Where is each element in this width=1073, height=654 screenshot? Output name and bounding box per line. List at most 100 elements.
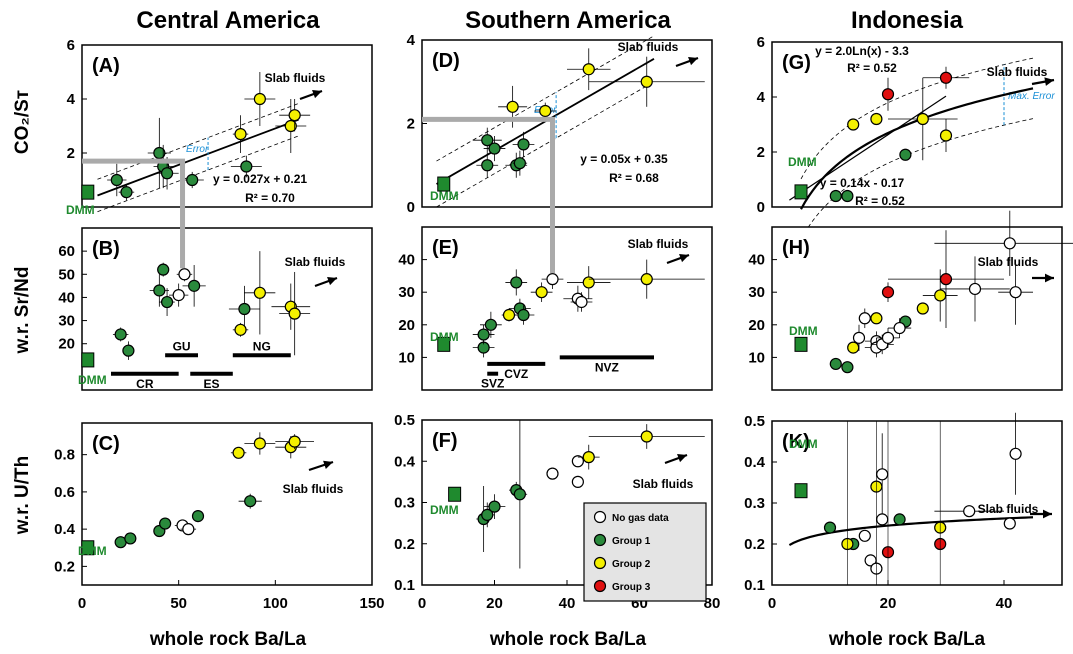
panel-f-dmm-marker xyxy=(448,486,462,502)
panel-c-slab-fluids-label: Slab fluids xyxy=(283,482,344,496)
panel-d-point-group2 xyxy=(506,100,519,113)
panel-a-letter: (A) xyxy=(92,55,120,77)
panel-d-r2: R² = 0.68 xyxy=(609,171,659,185)
panel-g-point-group2 xyxy=(870,112,883,126)
panel-a-error-band xyxy=(97,135,299,213)
panel-e-point-group1 xyxy=(510,276,523,289)
panel-f-slab-fluids-label: Slab fluids xyxy=(633,477,694,491)
panel-g-dmm-marker xyxy=(794,184,808,200)
panel-b-point-nogas xyxy=(172,289,185,302)
panel-h-dmm-label: DMM xyxy=(789,324,818,338)
panel-k: 0.1 0.2 0.3 0.4 0.5 0 20 40 (K) Slab fluids DMM xyxy=(744,412,1063,612)
panel-g-r2: R² = 0.52 xyxy=(847,61,897,75)
panel-a-error-band xyxy=(97,103,299,180)
panel-b-letter: (B) xyxy=(92,238,120,260)
panel-e-region-label: NVZ xyxy=(595,360,619,374)
y-axis-label-sr-nd: w.r. Sr/Nd xyxy=(12,267,33,355)
panel-k-point-nogas xyxy=(1009,447,1022,460)
panel-g-equation-2: y = 0.14x - 0.17 xyxy=(820,176,905,190)
panel-a-point-group1 xyxy=(186,173,199,187)
panel-f-ytick-label: 0.2 xyxy=(394,536,415,553)
legend-label-group-1: Group 1 xyxy=(612,536,651,547)
legend-marker-group-3 xyxy=(593,579,607,593)
panel-b-point-group2 xyxy=(234,323,247,336)
panel-f-point-group1 xyxy=(513,488,526,501)
panel-f-ytick-label: 0.1 xyxy=(394,577,415,594)
panel-e-ytick-label: 20 xyxy=(398,317,415,334)
panel-h-point-group1 xyxy=(841,361,854,374)
panel-a-dmm-marker xyxy=(81,184,95,200)
panel-d-ytick-label: 2 xyxy=(407,116,415,133)
panel-f-xtick-label: 20 xyxy=(486,595,503,612)
panel-b-ytick-label: 20 xyxy=(58,336,75,353)
panel-g-point-group2 xyxy=(939,129,953,142)
panel-f-ytick-label: 0.4 xyxy=(394,453,416,470)
panel-a-slab-fluids-arrow-head xyxy=(312,89,322,99)
panel-a-point-group1 xyxy=(110,173,123,187)
panel-f-point-group2 xyxy=(640,430,653,443)
panel-c-frame xyxy=(81,422,373,586)
panel-h-point-nogas xyxy=(1003,237,1016,250)
panel-a-point-group2 xyxy=(288,109,301,122)
panel-c-ytick-label: 0.2 xyxy=(54,558,75,575)
panel-f-point-nogas xyxy=(571,475,584,488)
panel-b-slab-fluids-label: Slab fluids xyxy=(285,255,346,269)
panel-g-fit-line xyxy=(789,95,947,201)
panel-a-error-label: Error xyxy=(186,144,209,155)
panel-a-point-group1 xyxy=(153,146,166,160)
panel-a-point-group2 xyxy=(253,92,266,106)
panel-c-point-group1 xyxy=(124,532,137,545)
guide-lines xyxy=(82,116,555,274)
legend-label-group-3: Group 3 xyxy=(612,582,651,593)
panel-g-point-group1 xyxy=(899,148,912,161)
panel-e-slab-fluids-label: Slab fluids xyxy=(628,237,689,251)
guide-line-southern xyxy=(422,116,555,274)
panel-g-ytick-label: 6 xyxy=(757,34,765,51)
panel-e-point-nogas xyxy=(575,295,588,309)
panel-e-ytick-label: 30 xyxy=(398,284,415,301)
panel-d-dmm-marker xyxy=(437,176,451,192)
x-axis-label-southern: whole rock Ba/La xyxy=(489,629,647,650)
panel-h-letter: (H) xyxy=(782,237,810,259)
legend-item-no-gas: No gas data xyxy=(593,510,669,524)
panel-d-point-group2 xyxy=(640,75,653,88)
panel-f-letter: (F) xyxy=(432,430,458,452)
y-axis-label-co2: CO₂/Sᴛ xyxy=(12,90,33,154)
panel-h-point-nogas xyxy=(1009,286,1022,299)
panel-d-point-group1 xyxy=(513,157,526,170)
panel-a: 2 4 6 (A) Error Slab fluids DMM y = 0.027x + 0.… xyxy=(66,37,373,217)
panel-k-xtick-label: 40 xyxy=(996,595,1013,612)
panel-h-slab-fluids-arrow-head xyxy=(1044,273,1054,283)
panel-g-point-group1 xyxy=(841,189,854,203)
panel-k-ytick-label: 0.2 xyxy=(744,536,765,553)
panel-h-point-nogas xyxy=(881,331,895,344)
panel-k-ytick-label: 0.1 xyxy=(744,577,765,594)
panel-a-point-group1 xyxy=(160,167,174,180)
panel-e-point-group2 xyxy=(640,273,653,286)
panel-g-error-band xyxy=(800,118,1034,240)
panel-h-dmm-marker xyxy=(794,336,808,352)
panel-c-xtick-label: 100 xyxy=(263,595,288,612)
panel-c-xtick-label: 150 xyxy=(359,595,384,612)
legend: No gas data Group 1 Group 2 Group 3 xyxy=(583,502,707,602)
panel-g-slab-fluids-arrow-head xyxy=(1044,77,1054,86)
panel-e-point-nogas xyxy=(546,273,559,286)
panel-f-xtick-label: 0 xyxy=(418,595,426,612)
panel-c-xtick-label: 0 xyxy=(78,595,86,612)
legend-item-group-3: Group 3 xyxy=(593,579,651,593)
panel-e-dmm-marker xyxy=(437,336,451,352)
panel-d-point-group1 xyxy=(481,134,494,147)
panel-b-region-label: GU xyxy=(173,339,191,353)
panel-f-dmm-label: DMM xyxy=(430,503,459,517)
y-axis-label-u-th: w.r. U/Th xyxy=(12,456,33,535)
panel-c-point-nogas xyxy=(182,523,195,536)
panel-k-ytick-label: 0.4 xyxy=(744,454,766,471)
panel-f-point-group2 xyxy=(582,451,595,464)
panel-k-dmm-marker xyxy=(794,483,808,499)
panel-d-frame xyxy=(421,39,713,208)
panel-k-slab-fluids-label: Slab fluids xyxy=(978,502,1039,516)
panel-e-region-label: CVZ xyxy=(504,367,528,381)
panel-k-point-nogas xyxy=(876,468,889,481)
panel-k-point-nogas xyxy=(1003,517,1016,530)
